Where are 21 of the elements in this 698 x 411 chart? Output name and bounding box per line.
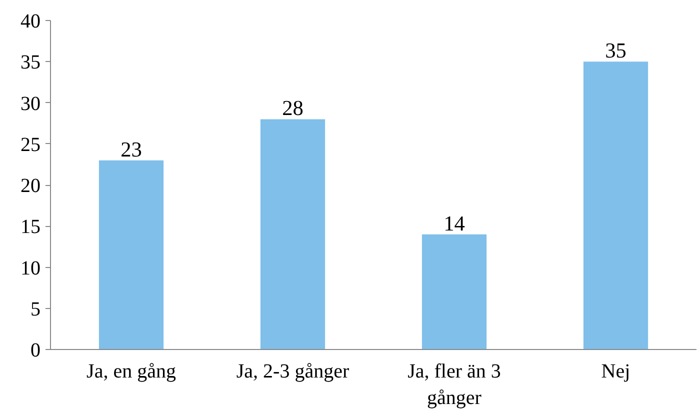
y-tick-label: 30 [20,92,40,115]
x-tick-label: Ja, en gång [86,360,176,382]
data-label: 14 [444,211,466,236]
y-tick-label: 25 [20,134,40,156]
y-tick-label: 40 [20,10,40,32]
data-label: 35 [605,38,626,63]
bar [260,119,326,350]
y-tick-label: 20 [20,175,40,197]
y-tick-label: 15 [20,216,40,238]
x-tick-label: Ja, fler än 3 gånger [408,360,501,409]
bar [583,62,648,350]
bar [422,234,487,350]
y-tick-label: 0 [30,340,40,362]
y-tick-label: 5 [30,298,40,320]
bar [98,160,164,350]
x-tick-label: Nej [601,360,630,382]
data-label: 28 [282,96,304,120]
y-tick-label: 10 [20,257,40,280]
data-label: 23 [120,137,142,162]
x-tick-label: Ja, 2-3 gånger [236,360,350,382]
y-tick-label: 35 [20,52,40,74]
